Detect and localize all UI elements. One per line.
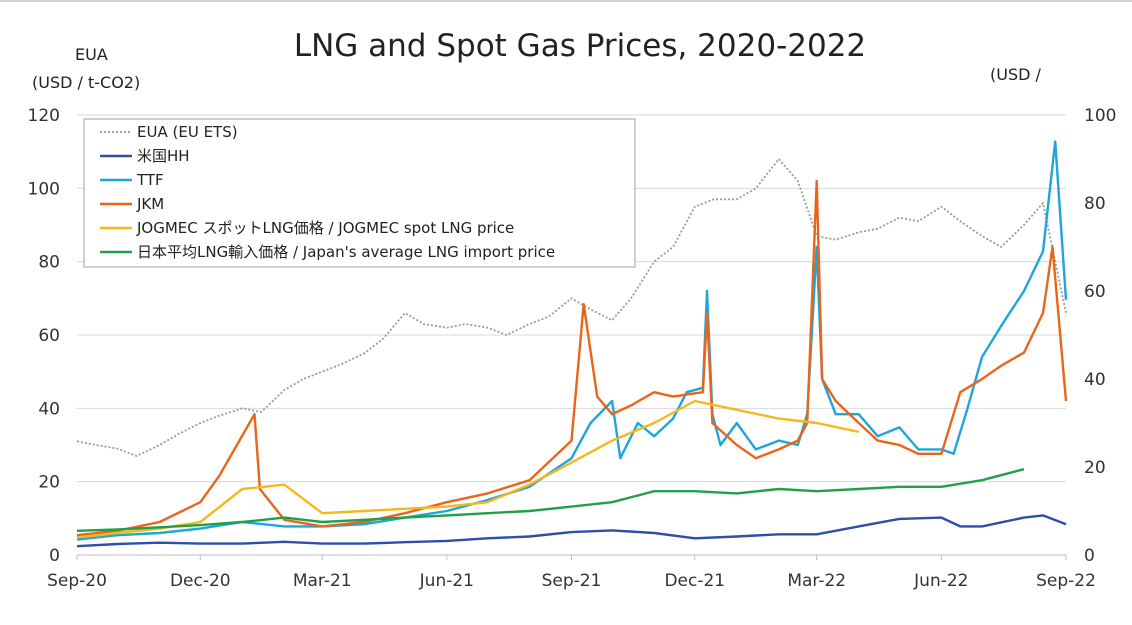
- x-tick-label: Mar-22: [787, 571, 846, 591]
- y-left-tick-label: 100: [28, 179, 60, 199]
- series-line-1: [76, 514, 1067, 548]
- top-border-line: [0, 0, 1132, 2]
- y-right-tick-label: 60: [1084, 282, 1106, 302]
- y-left-tick-label: 40: [38, 399, 60, 419]
- y-left-tick-label: 120: [28, 106, 60, 126]
- y-right-tick-label: 100: [1084, 106, 1116, 126]
- x-tick-label: Sep-22: [1036, 571, 1096, 591]
- y-right-tick-label: 80: [1084, 194, 1106, 214]
- left-axis-label-line2: (USD / t-CO2): [32, 73, 140, 92]
- x-tick-label: Sep-20: [47, 571, 107, 591]
- legend: EUA (EU ETS) 米国HH TTF JKM JOGMEC スポットLNG価格 /…: [83, 118, 636, 268]
- series-group: [76, 140, 1068, 548]
- x-tick-label: Dec-21: [664, 571, 725, 591]
- legend-label: JKM: [136, 195, 164, 213]
- y-left-tick-label: 20: [38, 473, 60, 493]
- x-tick-label: Mar-21: [293, 571, 352, 591]
- y-right-tick-label: 40: [1084, 370, 1106, 390]
- series-line-3: [76, 179, 1068, 537]
- y-left-tick-label: 0: [49, 546, 60, 566]
- x-tick-label: Sep-21: [542, 571, 602, 591]
- axes-group: 0 20 40 60 80 100 120 0 20 40 60 80 100 Sep-20 Dec-20 M…: [28, 106, 1117, 591]
- y-left-tick-label: 80: [38, 253, 60, 273]
- legend-box: [83, 118, 636, 268]
- legend-label: EUA (EU ETS): [137, 123, 238, 141]
- x-tick-label: Dec-20: [170, 571, 231, 591]
- x-tick-label: Jun-21: [419, 571, 474, 591]
- x-tick-label: Jun-22: [913, 571, 968, 591]
- legend-label: TTF: [136, 171, 164, 189]
- series-line-0: [76, 158, 1067, 457]
- legend-label: JOGMEC スポットLNG価格 / JOGMEC spot LNG price: [136, 219, 514, 237]
- left-axis-label-line1: EUA: [75, 45, 108, 64]
- right-axis-label: (USD /: [990, 65, 1042, 84]
- series-line-4: [76, 399, 859, 539]
- y-left-tick-label: 60: [38, 326, 60, 346]
- legend-label: 日本平均LNG輸入価格 / Japan's average LNG import…: [137, 243, 555, 261]
- series-line-5: [76, 468, 1025, 532]
- y-right-tick-label: 0: [1084, 546, 1095, 566]
- legend-label: 米国HH: [137, 147, 190, 165]
- y-right-tick-label: 20: [1084, 458, 1106, 478]
- chart-title: LNG and Spot Gas Prices, 2020-2022: [294, 28, 866, 64]
